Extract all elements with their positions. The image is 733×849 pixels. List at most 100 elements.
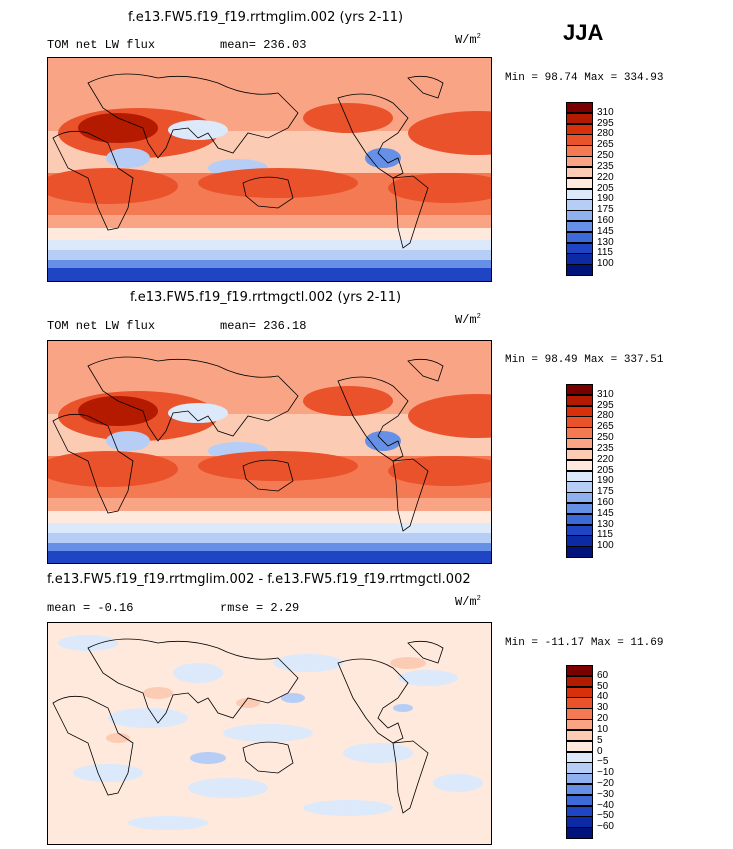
colorbar-swatch — [566, 427, 593, 439]
season-label: JJA — [563, 20, 604, 45]
colorbar-tick-label: 310 — [597, 106, 614, 118]
panel-3-rmse: rmse = 2.29 — [220, 601, 299, 615]
panel-2-minmax: Min = 98.49 Max = 337.51 — [505, 354, 664, 366]
colorbar-swatch — [566, 253, 593, 265]
colorbar-swatch — [566, 665, 593, 677]
colorbar-tick-label: 20 — [597, 713, 609, 725]
panel-2-map — [47, 340, 492, 564]
colorbar-swatch — [566, 242, 593, 254]
colorbar-swatch — [566, 416, 593, 428]
colorbar-swatch — [566, 740, 593, 752]
colorbar-swatch — [566, 188, 593, 200]
panel-1-mean-label: mean= — [220, 38, 257, 52]
colorbar-tick-label: 310 — [597, 388, 614, 400]
panel-1-mean: mean= 236.03 — [220, 38, 306, 52]
panel-3-mean-value: -0.16 — [97, 601, 134, 615]
colorbar-tick-label: 250 — [597, 432, 614, 444]
colorbar-tick-label: 265 — [597, 139, 614, 151]
colorbar-tick-label: 265 — [597, 421, 614, 433]
colorbar-tick-label: 250 — [597, 150, 614, 162]
colorbar-tick-label: −50 — [597, 810, 614, 822]
colorbar-tick-label: −20 — [597, 777, 614, 789]
colorbar-tick-label: 10 — [597, 723, 609, 735]
panel-1-variable: TOM net LW flux — [47, 38, 156, 52]
panel-3-map — [47, 622, 492, 845]
colorbar-swatch — [566, 729, 593, 742]
panel-2-title: f.e13.FW5.f19_f19.rrtmgctl.002 (yrs 2-11… — [130, 290, 402, 305]
colorbar-swatch — [566, 816, 593, 828]
colorbar-swatch — [566, 156, 593, 168]
colorbar-swatch — [566, 502, 593, 515]
panel-1-units: W/m2 — [455, 33, 481, 47]
colorbar-tick-label: 190 — [597, 193, 614, 205]
colorbar-swatch — [566, 166, 593, 179]
colorbar-tick-label: 160 — [597, 496, 614, 508]
colorbar-swatch — [566, 177, 593, 189]
colorbar-tick-label: −10 — [597, 767, 614, 779]
colorbar-swatch — [566, 405, 593, 417]
colorbar-tick-label: −40 — [597, 799, 614, 811]
colorbar-swatch — [566, 535, 593, 547]
colorbar-swatch — [566, 384, 593, 396]
colorbar-swatch — [566, 134, 593, 146]
panel-3-mean-label: mean = — [47, 601, 91, 615]
colorbar-swatch — [566, 438, 593, 450]
colorbar-tick-label: 190 — [597, 475, 614, 487]
colorbar-swatch — [566, 794, 593, 807]
panel-3-units: W/m2 — [455, 595, 481, 609]
panel-1-colorbar: 310 295 280 265 250 235 220 205 190 175 160 145 130 1… — [566, 102, 626, 276]
colorbar-tick-label: 235 — [597, 442, 614, 454]
colorbar-swatch — [566, 686, 593, 698]
colorbar-tick-label: 205 — [597, 464, 614, 476]
colorbar-swatch — [566, 210, 593, 222]
colorbar-swatch — [566, 719, 593, 731]
colorbar-tick-label: 100 — [597, 540, 614, 552]
colorbar-tick-label: 60 — [597, 669, 609, 681]
colorbar-swatch — [566, 524, 593, 536]
colorbar-swatch — [566, 470, 593, 482]
colorbar-tick-label: 235 — [597, 160, 614, 172]
panel-2-field — [48, 341, 491, 563]
colorbar-swatch — [566, 481, 593, 493]
colorbar-tick-label: 5 — [597, 734, 603, 746]
colorbar-swatch — [566, 448, 593, 461]
panel-3-colorbar: 60 50 40 30 20 10 5 0 −5 −10 −20 −30 −40 −50 −60 — [566, 665, 626, 839]
panel-2-mean-value: 236.18 — [263, 319, 307, 333]
colorbar-tick-label: 130 — [597, 518, 614, 530]
panel-1-title: f.e13.FW5.f19_f19.rrtmglim.002 (yrs 2-11… — [128, 10, 404, 25]
panel-3-title: f.e13.FW5.f19_f19.rrtmglim.002 - f.e13.F… — [47, 572, 471, 587]
colorbar-swatch — [566, 773, 593, 785]
panel-3-mean: mean = -0.16 — [47, 601, 133, 615]
panel-3-rmse-value: 2.29 — [270, 601, 300, 615]
colorbar-tick-label: 100 — [597, 258, 614, 270]
colorbar-tick-label: 130 — [597, 236, 614, 248]
colorbar-tick-label: 145 — [597, 507, 614, 519]
colorbar-tick-label: 295 — [597, 117, 614, 129]
colorbar-swatch — [566, 708, 593, 720]
colorbar-swatch — [566, 783, 593, 796]
panel-2-mean-label: mean= — [220, 319, 257, 333]
colorbar-swatch — [566, 394, 593, 407]
colorbar-tick-label: 0 — [597, 745, 603, 757]
colorbar-tick-label: 50 — [597, 680, 609, 692]
colorbar-swatch — [566, 231, 593, 244]
colorbar-swatch — [566, 199, 593, 211]
colorbar-swatch — [566, 459, 593, 471]
colorbar-swatch — [566, 805, 593, 817]
panel-3-field — [48, 623, 491, 844]
panel-3-minmax: Min = -11.17 Max = 11.69 — [505, 637, 664, 649]
colorbar-tick-label: −5 — [597, 756, 609, 768]
panel-1-minmax: Min = 98.74 Max = 334.93 — [505, 72, 664, 84]
colorbar-swatch — [566, 102, 593, 114]
colorbar-tick-label: −30 — [597, 788, 614, 800]
panel-2-mean: mean= 236.18 — [220, 319, 306, 333]
colorbar-tick-label: 280 — [597, 410, 614, 422]
colorbar-swatch — [566, 112, 593, 125]
colorbar-tick-label: 115 — [597, 247, 613, 259]
colorbar-tick-label: 160 — [597, 214, 614, 226]
panel-2-colorbar: 310 295 280 265 250 235 220 205 190 175 160 145 130 1… — [566, 384, 626, 558]
colorbar-swatch — [566, 145, 593, 157]
panel-3-rmse-label: rmse = — [220, 601, 264, 615]
colorbar-tick-label: 280 — [597, 128, 614, 140]
colorbar-tick-label: 30 — [597, 702, 609, 714]
